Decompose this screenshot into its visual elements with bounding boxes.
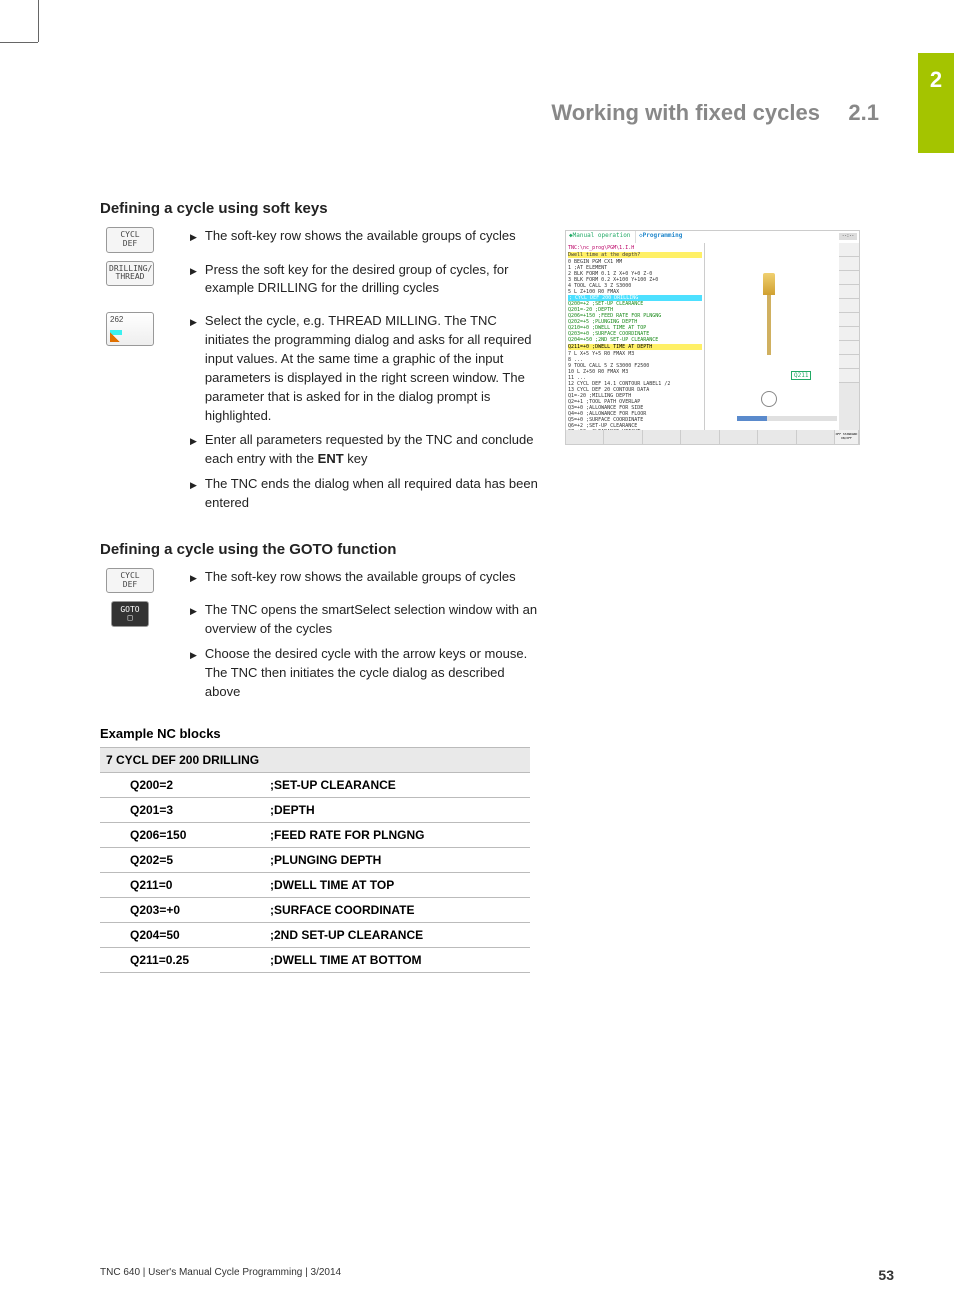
crop-horizontal (0, 42, 38, 43)
bullet-text: Enter all parameters requested by the TN… (190, 431, 540, 469)
content-area: Defining a cycle using soft keys CYCL DE… (100, 200, 540, 973)
softkey-label: 262 (110, 315, 123, 324)
step-row: 262 Select the cycle, e.g. THREAD MILLIN… (100, 312, 540, 518)
bullet-text: Press the soft key for the desired group… (190, 261, 540, 299)
bullet-text: The TNC ends the dialog when all require… (190, 475, 540, 513)
cycle-262-softkey: 262 (106, 312, 154, 346)
scr-right-sidebar (839, 243, 859, 430)
scr-tab-manual: ◆Manual operation (566, 231, 636, 243)
table-row: Q206=150;FEED RATE FOR PLNGNG (100, 822, 530, 847)
crop-vertical (38, 0, 39, 42)
bullet-text: The soft-key row shows the available gro… (190, 227, 540, 246)
step-row: CYCL DEF The soft-key row shows the avai… (100, 227, 540, 253)
bullet-text: The soft-key row shows the available gro… (190, 568, 540, 587)
step-row: GOTO □ The TNC opens the smartSelect sel… (100, 601, 540, 707)
goto-softkey: GOTO □ (111, 601, 149, 627)
scr-graphic-panel: Q211 (704, 243, 839, 430)
bullet-text: Select the cycle, e.g. THREAD MILLING. T… (190, 312, 540, 425)
table-row: Q211=0;DWELL TIME AT TOP (100, 872, 530, 897)
step-row: DRILLING/ THREAD Press the soft key for … (100, 261, 540, 305)
table-row: Q203=+0;SURFACE COORDINATE (100, 897, 530, 922)
section1-heading: Defining a cycle using soft keys (100, 200, 540, 217)
header-section: 2.1 (848, 100, 879, 125)
programming-screenshot: ◆Manual operation ◇Programming --:-- TNC… (565, 230, 860, 445)
drilling-thread-softkey: DRILLING/ THREAD (106, 261, 154, 287)
hole-circle-icon (761, 391, 777, 407)
cycl-def-softkey: CYCL DEF (106, 568, 154, 594)
scr-code-panel: TNC:\nc_prog\PGM\1.I.H Dwell time at the… (566, 243, 704, 430)
thread-milling-icon (110, 330, 122, 342)
table-row: Q202=5;PLUNGING DEPTH (100, 847, 530, 872)
table-row: Q201=3;DEPTH (100, 797, 530, 822)
table-header: 7 CYCL DEF 200 DRILLING (100, 747, 530, 772)
table-row: Q204=50;2ND SET-UP CLEARANCE (100, 922, 530, 947)
page-number: 53 (878, 1267, 894, 1283)
step-row: CYCL DEF The soft-key row shows the avai… (100, 568, 540, 594)
bullet-text: The TNC opens the smartSelect selection … (190, 601, 540, 639)
section2-heading: Defining a cycle using the GOTO function (100, 541, 540, 558)
page-header: Working with fixed cycles 2.1 (0, 100, 909, 126)
drill-graphic-icon (763, 273, 775, 383)
example-heading: Example NC blocks (100, 726, 540, 741)
page-footer: TNC 640 | User's Manual Cycle Programmin… (100, 1267, 894, 1283)
bullet-text: Choose the desired cycle with the arrow … (190, 645, 540, 702)
header-title: Working with fixed cycles (551, 100, 820, 125)
table-row: Q200=2;SET-UP CLEARANCE (100, 772, 530, 797)
table-row: Q211=0.25;DWELL TIME AT BOTTOM (100, 947, 530, 972)
scr-tab-programming: ◇Programming (636, 231, 706, 243)
q-label: Q211 (791, 371, 811, 380)
scr-scrollbar (737, 416, 837, 421)
scr-softkey-bar: OFF STANDARD ON/OFF (566, 430, 859, 444)
cycl-def-softkey: CYCL DEF (106, 227, 154, 253)
nc-block-table: 7 CYCL DEF 200 DRILLING Q200=2;SET-UP CL… (100, 747, 530, 973)
footer-text: TNC 640 | User's Manual Cycle Programmin… (100, 1267, 341, 1283)
scr-clock: --:-- (839, 233, 857, 240)
scr-softkey-last: OFF STANDARD ON/OFF (835, 430, 859, 444)
chapter-tab: 2 (918, 53, 954, 153)
